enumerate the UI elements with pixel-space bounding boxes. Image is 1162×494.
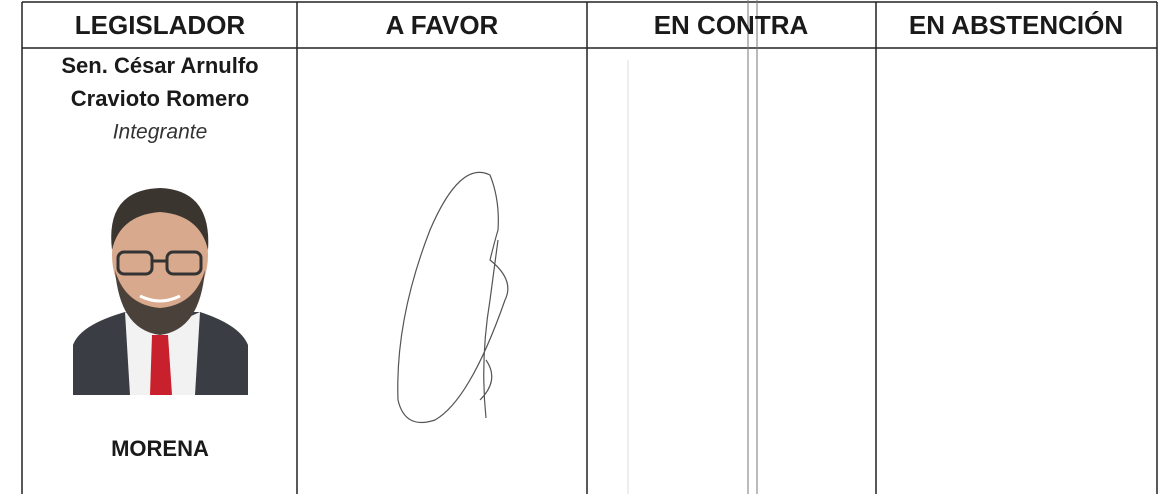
legislator-party: MORENA — [111, 436, 209, 461]
legislator-role: Integrante — [113, 121, 208, 144]
legislator-name: Sen. César Arnulfo — [61, 53, 258, 78]
header: EN CONTRA — [654, 10, 809, 40]
header: A FAVOR — [386, 10, 499, 40]
legislator-name: Cravioto Romero — [71, 86, 249, 111]
header: EN ABSTENCIÓN — [909, 10, 1123, 40]
portrait — [73, 183, 248, 395]
header: LEGISLADOR — [75, 10, 246, 40]
signature — [397, 171, 509, 424]
